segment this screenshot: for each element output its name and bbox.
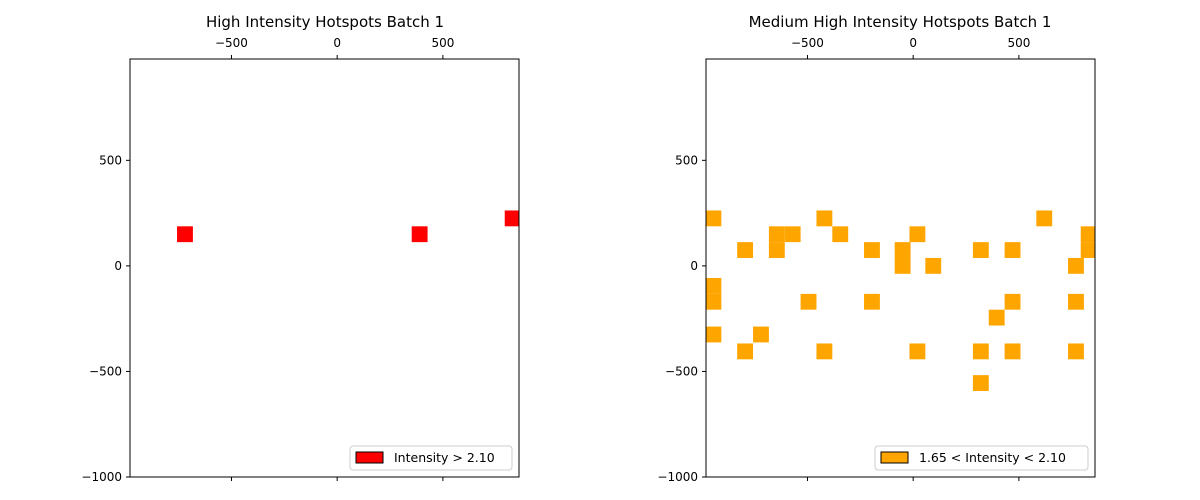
- legend-label: Intensity > 2.10: [394, 450, 495, 465]
- hotspot-cell: [894, 242, 911, 258]
- hotspot-cell: [706, 278, 722, 294]
- hotspot-cell: [1068, 293, 1084, 310]
- plot-frame: [129, 58, 520, 478]
- plot-title: High Intensity Hotspots Batch 1: [206, 13, 444, 31]
- hotspot-cell: [816, 210, 833, 227]
- hotspot-cell: [1004, 242, 1021, 258]
- medium-high-intensity-plot: Medium High Intensity Hotspots Batch 1 −…: [657, 13, 1096, 484]
- legend-label: 1.65 < Intensity < 2.10: [919, 450, 1066, 465]
- hotspot-cell: [864, 242, 880, 258]
- plot-frame: [705, 58, 1096, 478]
- hotspot-cell: [972, 375, 989, 391]
- x-tick-label: −500: [215, 36, 248, 50]
- y-tick-label: 500: [675, 153, 698, 167]
- y-tick-label: −500: [89, 364, 122, 378]
- hotspot-cell: [784, 226, 801, 243]
- hotspot-cell: [411, 226, 428, 243]
- hotspot-cell: [737, 242, 754, 258]
- hotspot-cell: [706, 326, 722, 343]
- hotspot-cells: [706, 210, 1095, 391]
- hotspot-cell: [1036, 210, 1053, 227]
- x-tick-label: 0: [909, 36, 917, 50]
- y-tick-label: −1000: [657, 470, 698, 484]
- x-tick-label: −500: [791, 36, 824, 50]
- hotspot-cell: [909, 226, 926, 243]
- hotspot-cell: [864, 293, 880, 310]
- x-tick-label: 500: [1007, 36, 1030, 50]
- hotspot-cell: [706, 210, 722, 227]
- hotspot-cell: [177, 226, 193, 243]
- high-intensity-plot: High Intensity Hotspots Batch 1 −500 0 500…: [81, 13, 520, 484]
- hotspot-cell: [768, 242, 785, 258]
- hotspot-cell: [1068, 343, 1084, 360]
- legend: 1.65 < Intensity < 2.10: [874, 445, 1089, 471]
- hotspot-cell: [816, 343, 833, 360]
- y-tick-label: −1000: [81, 470, 122, 484]
- hotspot-cell: [768, 226, 785, 243]
- hotspot-cell: [706, 293, 722, 310]
- hotspot-cell: [972, 343, 989, 360]
- hotspot-cell: [800, 293, 817, 310]
- hotspot-cell: [909, 343, 926, 360]
- hotspot-cell: [1004, 293, 1021, 310]
- axes: −500 0 500 −1000 −500 0 500: [81, 36, 454, 484]
- hotspot-cell: [894, 257, 911, 274]
- hotspot-cell: [1080, 226, 1095, 243]
- hotspot-cell: [925, 257, 942, 274]
- x-tick-label: 0: [333, 36, 341, 50]
- hotspot-cell: [832, 226, 849, 243]
- hotspot-cell: [1080, 242, 1095, 258]
- y-tick-label: 0: [114, 259, 122, 273]
- hotspot-cell: [1004, 343, 1021, 360]
- legend-box: [349, 445, 513, 471]
- y-tick-label: 500: [99, 153, 122, 167]
- hotspot-cell: [1068, 257, 1084, 274]
- hotspot-cell: [972, 242, 989, 258]
- hotspot-cell: [504, 210, 519, 227]
- legend-box: [874, 445, 1089, 471]
- legend-swatch: [355, 451, 384, 464]
- legend-swatch: [880, 451, 909, 464]
- axes: −500 0 500 −1000 −500 0 500: [657, 36, 1030, 484]
- x-tick-label: 500: [431, 36, 454, 50]
- hotspot-cell: [737, 343, 754, 360]
- plot-title: Medium High Intensity Hotspots Batch 1: [749, 13, 1052, 31]
- y-tick-label: 0: [690, 259, 698, 273]
- hotspot-cell: [988, 309, 1005, 326]
- legend: Intensity > 2.10: [349, 445, 513, 471]
- hotspot-cell: [753, 326, 769, 343]
- y-tick-label: −500: [665, 364, 698, 378]
- hotspot-cells: [177, 210, 519, 243]
